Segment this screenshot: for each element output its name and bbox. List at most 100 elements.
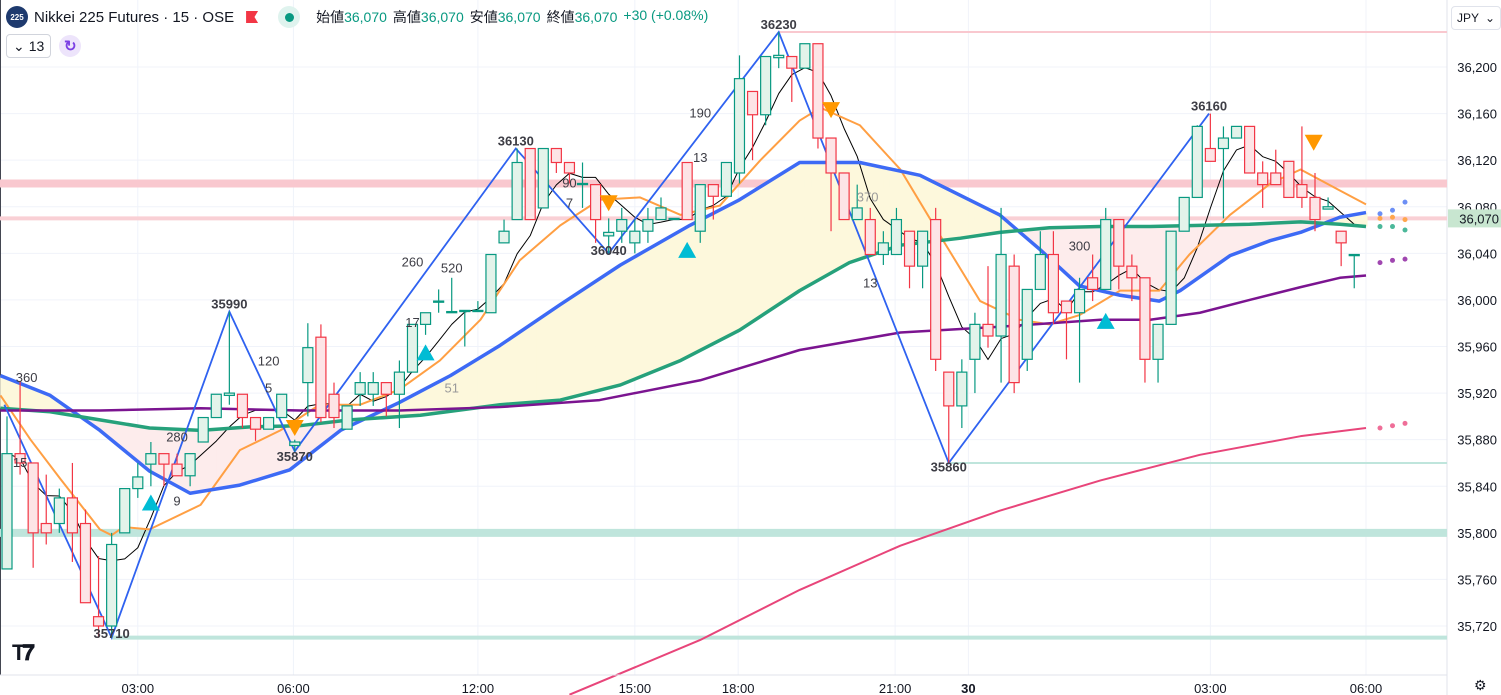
price-tick-label: 36,120 [1457, 153, 1497, 168]
currency-selector[interactable]: JPY ⌄ [1451, 6, 1501, 30]
candle-up [760, 55, 772, 116]
zigzag-label: 260 [402, 255, 424, 270]
time-tick-label: 03:00 [122, 681, 155, 695]
tradingview-logo[interactable]: T𝟕 [12, 640, 35, 665]
projection-dot [1377, 260, 1383, 266]
zigzag-label: 9 [173, 493, 180, 508]
time-tick-label: 06:00 [277, 681, 310, 695]
candle-down [746, 90, 759, 116]
ribbon-segment [150, 427, 158, 476]
ribbon-segment [503, 337, 511, 405]
chart-header: 225 Nikkei 225 Futures · 15 · OSE 始値36,0… [6, 6, 708, 28]
ribbon-segment [1242, 223, 1250, 252]
projection-dot [1377, 425, 1383, 431]
buy-signal-icon [416, 344, 435, 361]
time-axis[interactable]: 03:00 06:00 12:00 15:00 18:00 21:00 30 03:00 06:… [0, 674, 1447, 695]
candle-up [485, 253, 497, 314]
support-resistance-levels [0, 31, 1447, 640]
candle-down [864, 218, 876, 256]
candle-down [1335, 230, 1347, 244]
candle-up [446, 310, 458, 314]
zigzag-label: 90 [562, 175, 576, 190]
candle-down [158, 453, 170, 465]
chevron-down-icon: ⌄ [13, 37, 25, 54]
candle-up [341, 405, 353, 430]
candle-down [1257, 172, 1269, 186]
zigzag-label: 13 [693, 150, 707, 165]
ribbon-segment [804, 162, 812, 289]
candle-up [119, 487, 131, 534]
candle-up [851, 207, 863, 221]
ribbon-segment [785, 166, 793, 301]
price-axis[interactable]: 36,20036,16036,12036,08036,04036,00035,9… [1448, 0, 1501, 695]
candle-up [995, 253, 1007, 337]
zigzag-label: 190 [689, 106, 711, 121]
ribbon-segment [811, 162, 819, 285]
ribbon-segment [758, 183, 766, 318]
ribbon-segment [974, 202, 982, 237]
candle-down [1113, 218, 1125, 267]
candle-up [184, 453, 196, 477]
candle-up [367, 382, 379, 395]
price-tick-label: 35,720 [1457, 619, 1497, 634]
buy-signal-icon [678, 241, 697, 258]
market-status-icon[interactable] [278, 6, 301, 28]
ribbon-segment [693, 219, 701, 355]
zigzag-line [3, 30, 1210, 641]
last-price-badge [1448, 209, 1501, 228]
projection-dot [1390, 257, 1395, 263]
candle-down [27, 462, 39, 534]
zigzag-label: 300 [1069, 238, 1091, 253]
projection-dot [1377, 215, 1383, 221]
candle-down [550, 147, 562, 164]
ribbon-segment [471, 358, 479, 409]
zigzag-label: 35870 [277, 449, 313, 464]
candle-up [1152, 323, 1164, 360]
price-tick-label: 35,880 [1457, 433, 1497, 448]
candle-up [472, 309, 484, 313]
candle-down [825, 137, 837, 174]
candle-up [576, 182, 589, 186]
zigzag-label: 36160 [1191, 99, 1227, 114]
candle-down [524, 147, 536, 221]
ribbon-segment [477, 354, 485, 408]
candle-up [877, 242, 889, 256]
symbol-logo: 225 [6, 6, 28, 28]
zigzag-labels: 360 15 35710 35990 120 5 280 9 35870 260 17 520 51 36… [13, 17, 1227, 641]
ribbon-segment [948, 189, 956, 240]
candle-up [916, 230, 929, 267]
ribbon-segment [556, 302, 564, 401]
candle-down [589, 184, 602, 221]
refresh-icon[interactable]: ↻ [59, 35, 82, 57]
candle-down [1047, 253, 1060, 314]
ribbon-segment [1072, 226, 1080, 287]
candle-up [132, 476, 144, 490]
ribbon-segment [255, 426, 263, 481]
flag-icon[interactable] [246, 11, 259, 23]
ribbon-segment [968, 198, 976, 238]
settings-icon[interactable]: ⚙ [1474, 677, 1487, 693]
zigzag-label: 36230 [761, 17, 797, 32]
candle-up [1322, 206, 1334, 210]
symbol-title[interactable]: Nikkei 225 Futures · 15 · OSE [34, 8, 235, 26]
ribbon-segment [601, 272, 609, 390]
candle-down [66, 497, 79, 534]
candles [1, 32, 1360, 638]
candle-up [616, 218, 628, 232]
ribbon-segment [791, 162, 799, 297]
candle-up [629, 230, 641, 244]
indicator-dropdown[interactable]: ⌄ 13 [6, 34, 52, 58]
ribbon-segment [647, 245, 655, 375]
projection-dot [1402, 217, 1408, 223]
candle-up [1034, 253, 1046, 291]
candle-up [799, 43, 811, 69]
ribbon-segment [575, 289, 583, 397]
ribbon-segment [719, 206, 727, 341]
time-tick-label: 30 [961, 681, 975, 695]
zigzag-label: 36040 [591, 243, 627, 258]
projection-dot [1377, 211, 1383, 217]
projection-dot [1390, 423, 1395, 429]
buy-signal-icon [1096, 312, 1115, 329]
candle-down [1060, 300, 1073, 314]
